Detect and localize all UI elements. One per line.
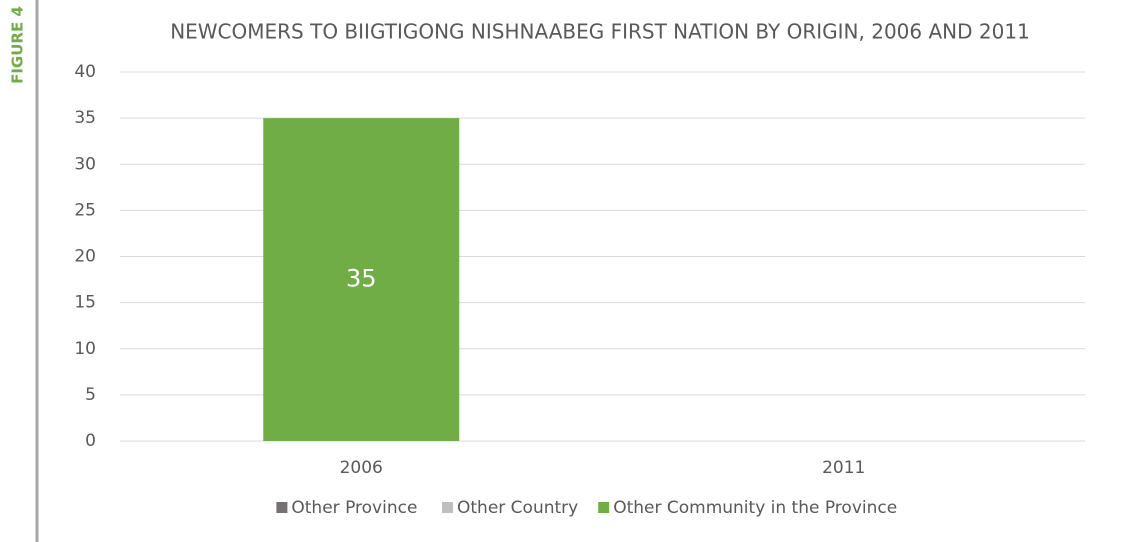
legend-swatch [442,502,453,513]
chart-title: NEWCOMERS TO BIIGTIGONG NISHNAABEG FIRST… [170,20,1030,44]
y-tick-label: 0 [85,431,96,451]
figure-label: FIGURE 4 [9,6,27,84]
legend-label: Other Country [457,498,578,518]
data-label: 35 [346,265,377,293]
y-tick-label: 30 [74,154,96,174]
legend-swatch [598,502,610,513]
y-tick-label: 40 [74,62,96,82]
y-tick-label: 15 [74,293,96,313]
y-tick-label: 35 [74,108,96,128]
legend-label: Other Community in the Province [613,498,897,518]
legend-label: Other Province [291,498,417,518]
x-tick-label: 2011 [822,458,865,478]
x-tick-label: 2006 [340,458,383,478]
legend-swatch [276,502,288,513]
y-tick-label: 25 [74,200,96,220]
y-tick-label: 10 [74,339,96,359]
bar-segment [263,118,460,441]
y-tick-label: 5 [85,385,96,405]
y-tick-label: 20 [74,247,96,267]
